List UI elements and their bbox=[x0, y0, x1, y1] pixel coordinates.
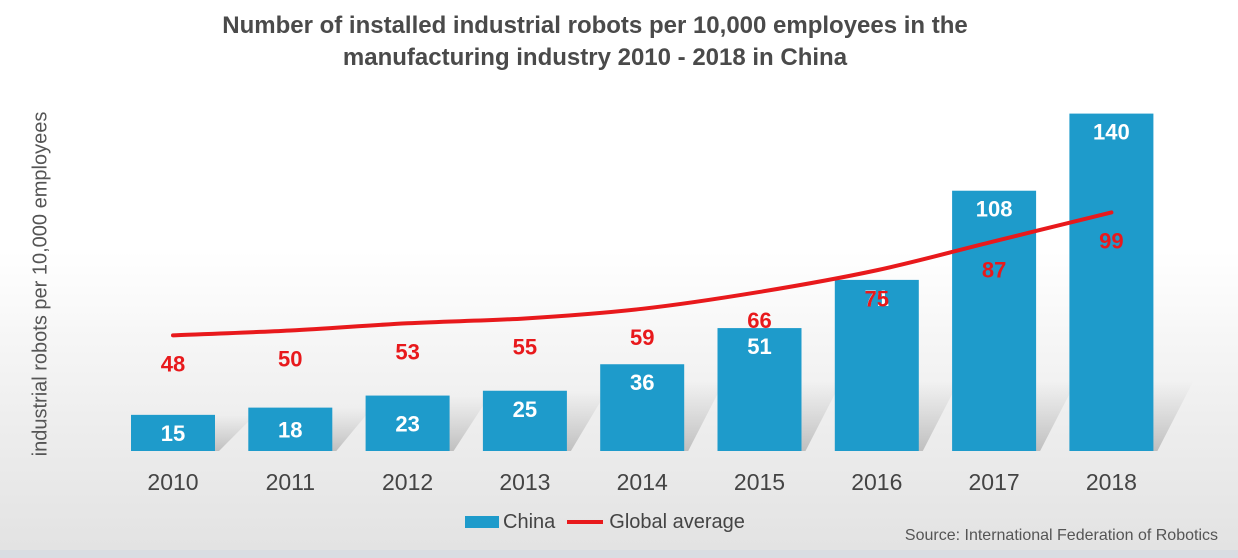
line-value-label: 55 bbox=[513, 334, 537, 359]
line-value-label: 75 bbox=[865, 286, 889, 311]
source-note: Source: International Federation of Robo… bbox=[904, 527, 1218, 544]
x-tick-label: 2017 bbox=[969, 469, 1020, 495]
bar-value-label: 25 bbox=[513, 397, 537, 422]
chart-title-line-2: manufacturing industry 2010 - 2018 in Ch… bbox=[342, 44, 848, 71]
bar-value-label: 51 bbox=[747, 334, 771, 359]
bar-value-label: 18 bbox=[278, 417, 302, 442]
china-bars bbox=[131, 113, 1154, 451]
bar-value-label: 36 bbox=[630, 370, 654, 395]
bar-value-label: 71 bbox=[865, 286, 889, 311]
line-value-label: 99 bbox=[1099, 228, 1123, 253]
x-axis-tick-labels: 2010 2011 2012 2013 2014 2015 2016 2017 2018 bbox=[147, 469, 1137, 495]
x-tick-label: 2011 bbox=[266, 469, 315, 495]
bar-value-label: 23 bbox=[395, 411, 419, 436]
x-tick-label: 2018 bbox=[1086, 469, 1137, 495]
x-tick-label: 2010 bbox=[147, 469, 198, 495]
legend: China Global average bbox=[465, 509, 745, 535]
line-value-label: 48 bbox=[161, 351, 185, 376]
global-average-line-group bbox=[171, 210, 1114, 338]
bar-china-2011 bbox=[248, 407, 333, 451]
line-value-label: 53 bbox=[395, 339, 419, 364]
line-value-labels: 48 50 53 55 59 66 75 87 99 bbox=[161, 228, 1124, 376]
legend-swatch-global-average bbox=[567, 520, 604, 524]
line-value-label: 59 bbox=[630, 325, 654, 350]
bar-china-2012 bbox=[365, 395, 450, 451]
legend-swatch-china bbox=[465, 516, 499, 528]
bar-value-labels: 15 18 23 25 36 51 71 108 140 bbox=[161, 120, 1130, 446]
x-tick-label: 2014 bbox=[617, 469, 668, 495]
bar-china-2013 bbox=[482, 390, 567, 451]
legend-label-china: China bbox=[503, 510, 556, 533]
chart-title: Number of installed industrial robots pe… bbox=[0, 10, 1190, 74]
x-tick-label: 2012 bbox=[382, 469, 433, 495]
legend-label-global-average: Global average bbox=[609, 510, 745, 533]
bar-china-2015 bbox=[717, 328, 802, 451]
bar-china-2017 bbox=[952, 190, 1037, 451]
line-value-label: 87 bbox=[982, 257, 1006, 282]
x-tick-label: 2013 bbox=[499, 469, 550, 495]
footer-strip bbox=[0, 550, 1238, 558]
bar-china-2016 bbox=[834, 279, 919, 451]
global-average-line bbox=[171, 210, 1114, 338]
x-tick-label: 2016 bbox=[851, 469, 902, 495]
bar-value-label: 108 bbox=[976, 197, 1013, 222]
bar-value-label: 140 bbox=[1093, 120, 1130, 145]
bar-china-2018 bbox=[1069, 113, 1154, 451]
line-value-label: 50 bbox=[278, 347, 302, 372]
bar-china-2014 bbox=[600, 364, 685, 451]
x-tick-label: 2015 bbox=[734, 469, 785, 495]
line-value-label: 66 bbox=[747, 308, 771, 333]
chart-title-line-1: Number of installed industrial robots pe… bbox=[222, 12, 968, 39]
bar-china-2010 bbox=[131, 414, 215, 451]
bar-value-label: 15 bbox=[161, 421, 185, 446]
